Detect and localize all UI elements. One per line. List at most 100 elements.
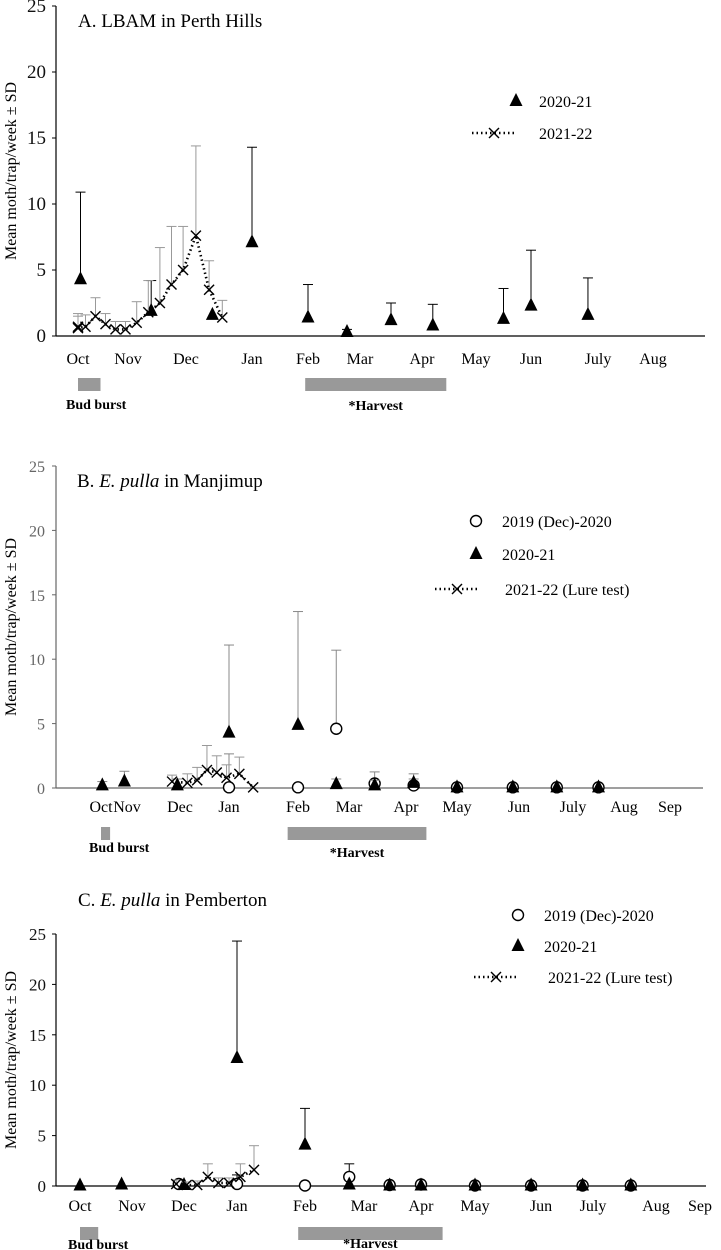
data-point — [383, 1177, 397, 1191]
marker-stroke — [181, 1179, 193, 1191]
data-point — [80, 321, 91, 333]
marker-stroke — [211, 767, 223, 779]
data-point — [248, 1164, 260, 1176]
title-location: in Pemberton — [160, 890, 267, 911]
marker-stroke — [181, 777, 193, 789]
marker-stroke — [248, 1164, 260, 1176]
bud-burst-bar — [78, 378, 101, 391]
data-point — [142, 306, 154, 318]
title-species: E. pulla — [99, 890, 160, 911]
legend-label: 2019 (Dec)-2020 — [502, 514, 612, 531]
x-tick-label: Nov — [114, 351, 142, 368]
marker-stroke — [203, 284, 215, 296]
x-tick-label: Mar — [351, 1198, 378, 1215]
data-point — [203, 284, 215, 296]
data-point — [329, 776, 343, 790]
x-tick-label: July — [560, 799, 587, 816]
x-tick-label: Jun — [508, 799, 530, 816]
data-point — [90, 310, 101, 322]
x-tick-label: Jun — [520, 351, 542, 368]
marker-stroke — [100, 318, 111, 330]
data-point — [230, 1049, 244, 1063]
x-tick-label: Oct — [68, 1198, 92, 1215]
data-point — [368, 777, 382, 791]
data-point — [177, 264, 189, 276]
y-tick-label: 0 — [38, 1177, 47, 1196]
harvest-label: *Harvest — [343, 1237, 398, 1250]
series-cross-dotted: 2021-22 (Lure test) — [170, 970, 672, 1191]
x-tick-label: Mar — [336, 799, 363, 816]
chart-title: B. E. pulla in Manjimup — [77, 471, 263, 492]
data-point — [384, 312, 398, 326]
data-point — [497, 310, 510, 324]
marker-stroke — [191, 1179, 203, 1191]
legend-marker — [451, 583, 463, 595]
data-point — [222, 724, 236, 738]
data-point — [154, 297, 166, 309]
bud-burst-bar — [80, 1227, 99, 1240]
marker-stroke — [247, 781, 259, 793]
data-point — [212, 1177, 224, 1189]
data-point — [170, 1178, 182, 1190]
data-point — [221, 772, 233, 784]
marker-stroke — [166, 776, 178, 788]
series-triangle: 2020-21 — [74, 93, 595, 338]
y-tick-label: 20 — [29, 975, 46, 994]
data-point — [233, 768, 245, 780]
legend-marker — [511, 908, 525, 922]
data-point — [110, 323, 121, 335]
x-tick-label: Nov — [118, 1198, 146, 1215]
data-point — [120, 323, 131, 335]
y-tick-label: 0 — [37, 326, 47, 347]
x-tick-label: Jun — [530, 1198, 552, 1215]
bud-burst-bar — [101, 827, 111, 840]
title-location: LBAM in Perth Hills — [101, 11, 262, 32]
x-tick-label: Mar — [347, 351, 374, 368]
data-point — [581, 306, 595, 320]
x-tick-label: Jan — [226, 1198, 247, 1215]
x-tick-label: Nov — [113, 799, 141, 816]
marker-stroke — [202, 1171, 214, 1183]
y-tick-label: 25 — [29, 925, 46, 944]
bud-burst-label: Bud burst — [68, 1238, 129, 1250]
data-point — [340, 324, 354, 338]
x-tick-label: July — [585, 351, 612, 368]
marker-stroke — [190, 230, 202, 242]
data-point — [190, 230, 202, 242]
legend-label: 2021-22 — [539, 126, 592, 143]
data-point — [624, 1177, 638, 1191]
legend-label: 2020-21 — [502, 547, 555, 564]
x-tick-label: Apr — [410, 351, 436, 368]
data-point — [223, 1177, 235, 1189]
marker-stroke — [154, 297, 166, 309]
marker-stroke — [234, 1171, 246, 1183]
data-point — [426, 317, 440, 331]
x-tick-label: Apr — [409, 1198, 435, 1215]
legend-marker — [511, 938, 525, 951]
series-triangle: 2020-21 — [95, 546, 605, 793]
x-tick-label: Dec — [167, 799, 193, 816]
x-tick-label: May — [460, 1198, 489, 1215]
x-tick-label: Oct — [89, 799, 113, 816]
legend-label: 2021-22 (Lure test) — [548, 970, 672, 987]
marker-stroke — [90, 310, 101, 322]
legend-label: 2019 (Dec)-2020 — [544, 908, 654, 925]
legend-marker — [469, 546, 483, 559]
y-tick-label: 5 — [37, 717, 45, 734]
data-point — [216, 312, 228, 324]
marker-stroke — [142, 306, 154, 318]
legend-label: 2021-22 (Lure test) — [505, 582, 629, 599]
x-tick-label: Aug — [642, 1198, 670, 1215]
y-tick-label: 10 — [29, 1076, 46, 1095]
title-location: in Manjimup — [159, 471, 262, 492]
data-point — [342, 1176, 356, 1190]
y-tick-label: 15 — [29, 588, 45, 605]
data-point — [592, 779, 605, 793]
y-axis-label: Mean moth/trap/week ± SD — [3, 538, 20, 716]
data-point — [414, 1177, 428, 1191]
data-point — [234, 1171, 246, 1183]
y-tick-label: 0 — [37, 781, 45, 798]
marker-stroke — [170, 1178, 182, 1190]
y-tick-label: 25 — [27, 0, 46, 17]
